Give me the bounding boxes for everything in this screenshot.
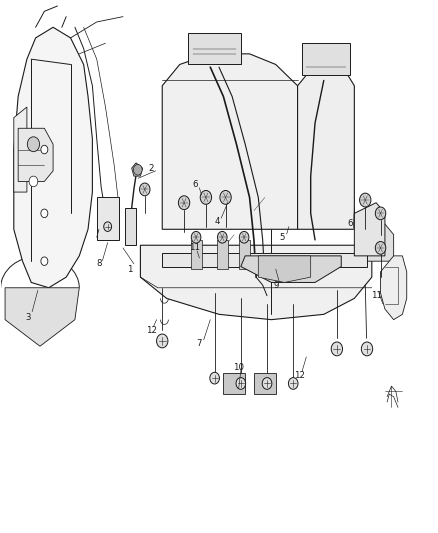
- Circle shape: [41, 257, 48, 265]
- Polygon shape: [363, 224, 394, 261]
- Circle shape: [140, 183, 150, 196]
- Text: 6: 6: [347, 220, 353, 229]
- Polygon shape: [217, 240, 228, 269]
- Polygon shape: [354, 203, 385, 256]
- Text: 12: 12: [146, 326, 157, 335]
- Circle shape: [375, 241, 386, 254]
- Circle shape: [236, 377, 246, 389]
- Polygon shape: [239, 240, 250, 269]
- Text: 11: 11: [371, 291, 381, 300]
- Polygon shape: [302, 43, 350, 75]
- Polygon shape: [162, 54, 297, 229]
- Polygon shape: [141, 245, 372, 320]
- Circle shape: [331, 342, 343, 356]
- Circle shape: [239, 231, 249, 243]
- Polygon shape: [191, 240, 201, 269]
- Polygon shape: [14, 27, 92, 288]
- Polygon shape: [5, 288, 79, 346]
- Polygon shape: [97, 197, 119, 240]
- Circle shape: [262, 377, 272, 389]
- Polygon shape: [381, 256, 407, 320]
- Circle shape: [191, 231, 201, 243]
- Circle shape: [104, 222, 112, 231]
- Text: 10: 10: [233, 363, 244, 372]
- Polygon shape: [297, 64, 354, 229]
- Circle shape: [178, 196, 190, 209]
- Text: 8: 8: [96, 260, 102, 268]
- Polygon shape: [258, 256, 311, 282]
- Text: 6: 6: [192, 180, 198, 189]
- Polygon shape: [132, 163, 143, 176]
- Text: 3: 3: [25, 312, 31, 321]
- Text: 5: 5: [279, 233, 285, 242]
- Circle shape: [134, 165, 142, 175]
- Polygon shape: [162, 253, 367, 266]
- Circle shape: [360, 193, 371, 207]
- Text: 1: 1: [127, 265, 132, 273]
- Polygon shape: [241, 256, 341, 282]
- Text: 12: 12: [294, 371, 305, 380]
- Text: 2: 2: [148, 164, 154, 173]
- Text: 4: 4: [214, 217, 219, 226]
- Polygon shape: [254, 373, 276, 394]
- Circle shape: [220, 190, 231, 204]
- Circle shape: [41, 209, 48, 217]
- Polygon shape: [125, 208, 136, 245]
- Circle shape: [218, 231, 227, 243]
- Text: 7: 7: [197, 339, 202, 348]
- Circle shape: [156, 334, 168, 348]
- Circle shape: [29, 176, 38, 187]
- Circle shape: [41, 146, 48, 154]
- Polygon shape: [14, 107, 27, 192]
- Polygon shape: [18, 128, 53, 181]
- Circle shape: [288, 377, 298, 389]
- Circle shape: [210, 372, 219, 384]
- Text: 9: 9: [273, 280, 279, 289]
- Text: 11: 11: [190, 244, 201, 253]
- Circle shape: [375, 207, 386, 220]
- Circle shape: [361, 342, 373, 356]
- Circle shape: [200, 190, 212, 204]
- Polygon shape: [223, 373, 245, 394]
- Circle shape: [27, 137, 39, 152]
- Polygon shape: [188, 33, 241, 64]
